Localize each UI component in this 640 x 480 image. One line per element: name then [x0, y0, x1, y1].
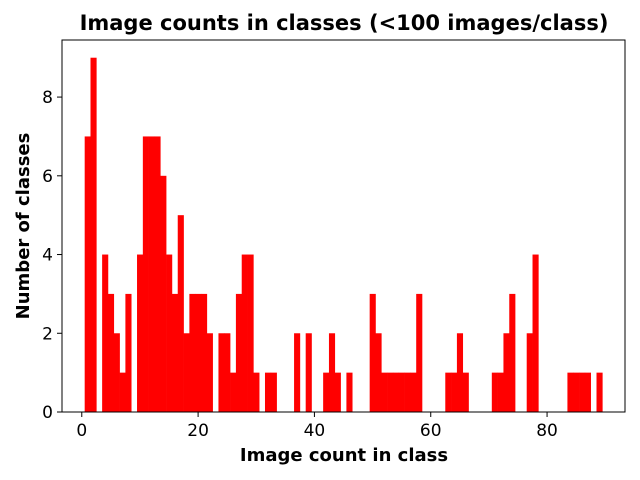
bar-89 [596, 372, 603, 412]
bar-11 [142, 136, 149, 412]
y-tick-label: 6 [42, 167, 53, 187]
bar-56 [404, 372, 411, 412]
bar-65 [456, 333, 464, 412]
bar-87 [584, 372, 591, 412]
x-tick-label: 40 [304, 421, 326, 441]
bar-13 [154, 136, 161, 412]
bar-78 [532, 254, 539, 412]
bar-57 [410, 372, 417, 412]
bars-group [84, 57, 603, 412]
bar-50 [369, 293, 376, 412]
bar-15 [166, 254, 173, 412]
bar-63 [445, 372, 452, 412]
x-tick-label: 60 [420, 421, 442, 441]
bar-58 [416, 293, 423, 412]
y-tick-label: 2 [42, 324, 53, 344]
bar-46 [346, 372, 353, 412]
bar-28 [241, 254, 248, 412]
bar-44 [334, 372, 341, 412]
bar-53 [387, 372, 394, 412]
bar-1 [84, 136, 91, 412]
bar-12 [148, 136, 155, 412]
bar-33 [270, 372, 277, 412]
bar-64 [451, 372, 458, 412]
bar-24 [218, 333, 225, 412]
bar-26 [230, 372, 237, 412]
bar-51 [375, 333, 382, 412]
bar-32 [264, 372, 272, 412]
bar-7 [119, 372, 126, 412]
x-axis-label: Image count in class [240, 445, 448, 466]
bar-10 [137, 254, 144, 412]
bar-55 [398, 372, 405, 412]
bar-5 [107, 293, 115, 412]
bar-84 [567, 372, 574, 412]
bar-25 [224, 333, 231, 412]
bar-29 [247, 254, 254, 412]
chart-title: Image counts in classes (<100 images/cla… [80, 11, 609, 35]
bar-17 [177, 215, 184, 412]
bar-18 [183, 333, 190, 412]
bar-16 [171, 293, 179, 412]
bar-37 [294, 333, 301, 412]
bar-30 [253, 372, 260, 412]
bar-14 [160, 175, 167, 412]
y-tick-label: 0 [42, 403, 53, 423]
x-tick-label: 0 [76, 421, 87, 441]
bar-52 [381, 372, 388, 412]
bar-71 [491, 372, 498, 412]
bar-43 [328, 333, 336, 412]
bar-72 [497, 372, 504, 412]
y-axis-ticks: 0 2 4 6 8 [42, 88, 62, 423]
x-tick-label: 20 [187, 421, 209, 441]
bar-73 [503, 333, 510, 412]
bar-27 [235, 293, 243, 412]
bar-8 [125, 293, 132, 412]
bar-4 [102, 254, 109, 412]
bar-20 [195, 293, 202, 412]
bar-74 [509, 293, 516, 412]
bar-42 [323, 372, 330, 412]
bar-85 [573, 372, 580, 412]
y-axis-label: Number of classes [13, 133, 34, 320]
bar-21 [201, 293, 208, 412]
bar-6 [113, 333, 120, 412]
x-axis-ticks: 0 20 40 60 80 [76, 412, 558, 441]
bar-66 [462, 372, 469, 412]
x-tick-label: 80 [536, 421, 558, 441]
bar-19 [189, 293, 196, 412]
bar-86 [579, 372, 586, 412]
bar-77 [526, 333, 533, 412]
bar-54 [392, 372, 400, 412]
y-tick-label: 8 [42, 88, 53, 108]
bar-22 [206, 333, 213, 412]
bar-39 [305, 333, 312, 412]
y-tick-label: 4 [42, 246, 53, 266]
bar-2 [90, 57, 97, 412]
plot-frame [61, 39, 626, 413]
